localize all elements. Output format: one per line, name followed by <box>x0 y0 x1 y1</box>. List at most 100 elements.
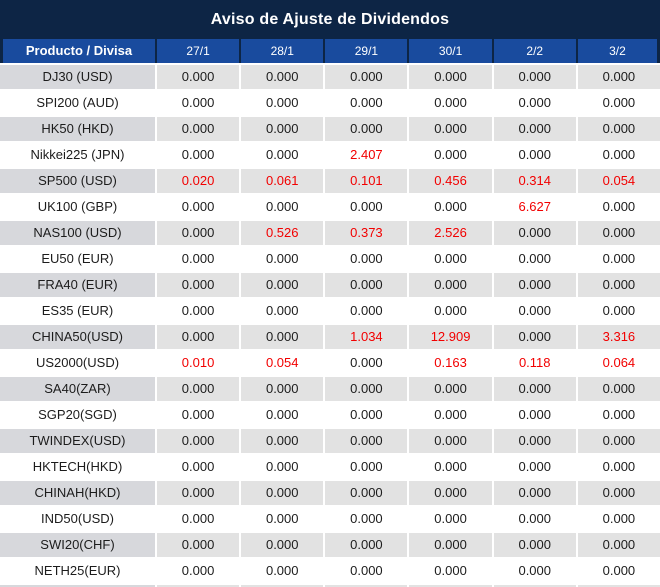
value-cell: 0.101 <box>325 169 408 193</box>
value-cell: 0.000 <box>409 455 492 479</box>
value-cell: 0.000 <box>409 533 492 557</box>
value-cell: 0.000 <box>493 65 576 89</box>
table-row: FRA40 (EUR) 0.000 0.000 0.000 0.000 0.000 0.00… <box>0 273 660 297</box>
table-row: HKTECH(HKD) 0.000 0.000 0.000 0.000 0.000 0.00… <box>0 455 660 479</box>
value-cell: 0.000 <box>577 247 660 271</box>
value-cell: 0.000 <box>157 247 240 271</box>
table-row: CHINAH(HKD) 0.000 0.000 0.000 0.000 0.000 0.00… <box>0 481 660 505</box>
table-row: SWI20(CHF) 0.000 0.000 0.000 0.000 0.000 0.000 <box>0 533 660 557</box>
value-cell: 0.000 <box>577 559 660 583</box>
value-cell: 0.000 <box>241 481 324 505</box>
value-cell: 0.000 <box>157 481 240 505</box>
table-row: SA40(ZAR) 0.000 0.000 0.000 0.000 0.000 0.000 <box>0 377 660 401</box>
value-cell: 0.000 <box>409 247 492 271</box>
value-cell: 0.000 <box>493 273 576 297</box>
value-cell: 0.064 <box>577 351 660 375</box>
value-cell: 0.000 <box>577 507 660 531</box>
value-cell: 0.000 <box>157 559 240 583</box>
header-product-column: Producto / Divisa <box>0 39 155 63</box>
value-cell: 0.000 <box>157 273 240 297</box>
product-cell: SP500 (USD) <box>0 169 155 193</box>
value-cell: 0.000 <box>325 299 408 323</box>
product-cell: NAS100 (USD) <box>0 221 155 245</box>
value-cell: 0.000 <box>409 299 492 323</box>
value-cell: 0.000 <box>493 377 576 401</box>
value-cell: 0.000 <box>241 429 324 453</box>
value-cell: 0.000 <box>493 559 576 583</box>
value-cell: 0.000 <box>493 117 576 141</box>
product-cell <box>0 585 155 587</box>
value-cell: 0.054 <box>577 169 660 193</box>
table-body: DJ30 (USD) 0.000 0.000 0.000 0.000 0.000 0.000… <box>0 65 660 583</box>
value-cell: 0.000 <box>241 559 324 583</box>
value-cell: 0.000 <box>409 117 492 141</box>
value-cell: 0.000 <box>409 559 492 583</box>
value-cell: 0.000 <box>157 65 240 89</box>
product-cell: DJ30 (USD) <box>0 65 155 89</box>
value-cell: 0.000 <box>493 143 576 167</box>
value-cell: 0.000 <box>325 65 408 89</box>
product-cell: EU50 (EUR) <box>0 247 155 271</box>
value-cell: 0.000 <box>157 377 240 401</box>
product-cell: HK50 (HKD) <box>0 117 155 141</box>
value-cell: 0.000 <box>157 143 240 167</box>
value-cell: 0.000 <box>241 533 324 557</box>
value-cell: 6.627 <box>493 195 576 219</box>
value-cell: 0.000 <box>241 455 324 479</box>
value-cell: 2.526 <box>409 221 492 245</box>
value-cell: 0.000 <box>577 117 660 141</box>
value-cell: 0.000 <box>157 429 240 453</box>
value-cell: 0.010 <box>157 351 240 375</box>
value-cell: 0.000 <box>241 403 324 427</box>
table-row: US2000(USD) 0.010 0.054 0.000 0.163 0.118 0.06… <box>0 351 660 375</box>
value-cell: 0.000 <box>493 91 576 115</box>
partial-next-row <box>0 585 660 587</box>
header-date-cell: 30/1 <box>409 39 492 63</box>
product-cell: SWI20(CHF) <box>0 533 155 557</box>
value-cell <box>493 585 576 587</box>
header-date-cell: 27/1 <box>157 39 240 63</box>
value-cell: 1.034 <box>325 325 408 349</box>
table-row: SPI200 (AUD) 0.000 0.000 0.000 0.000 0.000 0.0… <box>0 91 660 115</box>
product-cell: FRA40 (EUR) <box>0 273 155 297</box>
value-cell: 0.000 <box>409 377 492 401</box>
value-cell: 0.020 <box>157 169 240 193</box>
value-cell: 0.000 <box>157 117 240 141</box>
value-cell: 0.000 <box>493 221 576 245</box>
value-cell <box>325 585 408 587</box>
value-cell: 0.000 <box>157 195 240 219</box>
value-cell: 0.000 <box>577 273 660 297</box>
table-row: SGP20(SGD) 0.000 0.000 0.000 0.000 0.000 0.000 <box>0 403 660 427</box>
table-row: SP500 (USD) 0.020 0.061 0.101 0.456 0.314 0.05… <box>0 169 660 193</box>
value-cell: 0.000 <box>409 403 492 427</box>
product-cell: US2000(USD) <box>0 351 155 375</box>
value-cell: 0.000 <box>325 559 408 583</box>
table-row: NAS100 (USD) 0.000 0.526 0.373 2.526 0.000 0.0… <box>0 221 660 245</box>
value-cell: 0.000 <box>241 507 324 531</box>
value-cell: 0.000 <box>409 273 492 297</box>
table-row: CHINA50(USD) 0.000 0.000 1.034 12.909 0.000 3.… <box>0 325 660 349</box>
value-cell: 0.000 <box>325 507 408 531</box>
value-cell: 0.000 <box>241 247 324 271</box>
value-cell: 0.000 <box>325 429 408 453</box>
value-cell: 12.909 <box>409 325 492 349</box>
table-row: TWINDEX(USD) 0.000 0.000 0.000 0.000 0.000 0.0… <box>0 429 660 453</box>
table-row: Nikkei225 (JPN) 0.000 0.000 2.407 0.000 0.000… <box>0 143 660 167</box>
value-cell: 0.000 <box>157 403 240 427</box>
value-cell: 0.000 <box>241 273 324 297</box>
value-cell: 0.526 <box>241 221 324 245</box>
value-cell: 0.061 <box>241 169 324 193</box>
product-cell: Nikkei225 (JPN) <box>0 143 155 167</box>
value-cell: 0.373 <box>325 221 408 245</box>
value-cell: 3.316 <box>577 325 660 349</box>
value-cell: 0.000 <box>577 481 660 505</box>
table-row: DJ30 (USD) 0.000 0.000 0.000 0.000 0.000 0.000 <box>0 65 660 89</box>
value-cell: 0.000 <box>325 351 408 375</box>
value-cell: 0.000 <box>577 65 660 89</box>
value-cell: 0.000 <box>577 429 660 453</box>
value-cell: 0.118 <box>493 351 576 375</box>
table-row: ES35 (EUR) 0.000 0.000 0.000 0.000 0.000 0.000 <box>0 299 660 323</box>
value-cell: 0.163 <box>409 351 492 375</box>
value-cell: 0.000 <box>577 377 660 401</box>
table-row: IND50(USD) 0.000 0.000 0.000 0.000 0.000 0.000 <box>0 507 660 531</box>
